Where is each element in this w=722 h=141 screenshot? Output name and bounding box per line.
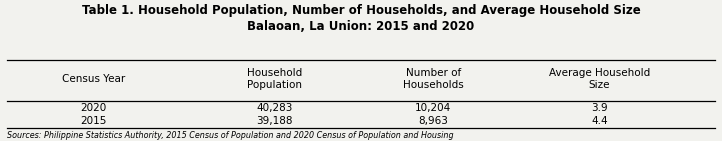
Text: 10,204: 10,204: [415, 103, 451, 113]
Text: Household
Population: Household Population: [247, 68, 302, 90]
Text: 40,283: 40,283: [256, 103, 292, 113]
Text: 4.4: 4.4: [591, 116, 608, 126]
Text: 3.9: 3.9: [591, 103, 608, 113]
Text: 2015: 2015: [81, 116, 107, 126]
Text: 39,188: 39,188: [256, 116, 292, 126]
Text: Table 1. Household Population, Number of Households, and Average Household Size
: Table 1. Household Population, Number of…: [82, 4, 640, 33]
Text: Census Year: Census Year: [62, 74, 126, 84]
Text: Number of
Households: Number of Households: [403, 68, 464, 90]
Text: 8,963: 8,963: [418, 116, 448, 126]
Text: Sources: Philippine Statistics Authority, 2015 Census of Population and 2020 Cen: Sources: Philippine Statistics Authority…: [7, 131, 454, 140]
Text: Average Household
Size: Average Household Size: [549, 68, 650, 90]
Text: 2020: 2020: [81, 103, 107, 113]
